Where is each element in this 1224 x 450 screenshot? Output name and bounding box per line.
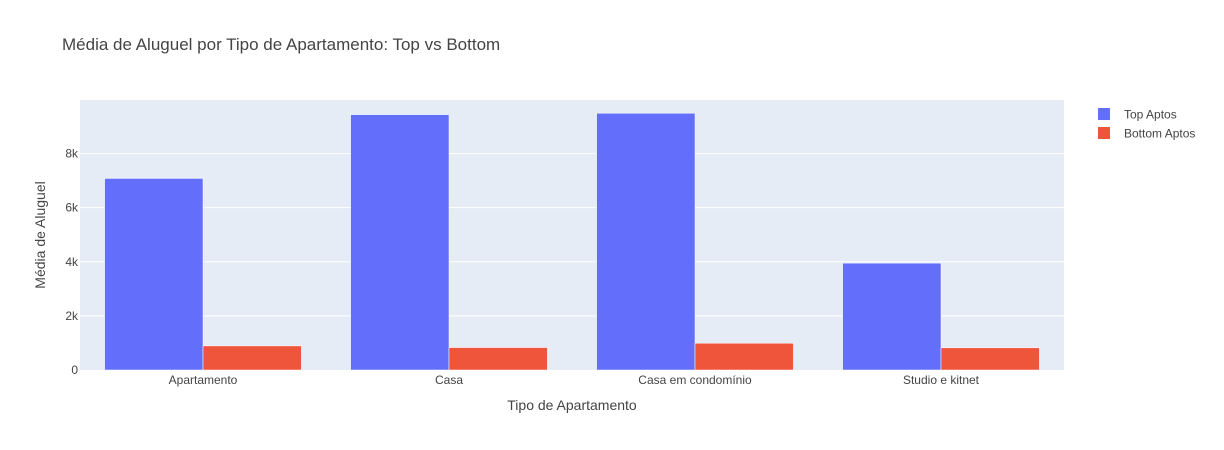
legend-item-bottom[interactable]: Bottom Aptos bbox=[1098, 127, 1195, 141]
y-tick-label: 8k bbox=[65, 147, 79, 161]
legend-swatch-top bbox=[1098, 108, 1110, 120]
x-tick-label: Apartamento bbox=[169, 373, 238, 387]
chart-title: Média de Aluguel por Tipo de Apartamento… bbox=[62, 35, 500, 54]
legend-swatch-bottom bbox=[1098, 127, 1110, 139]
y-tick-label: 0 bbox=[71, 363, 78, 377]
bar-top[interactable] bbox=[350, 114, 450, 371]
bar-top[interactable] bbox=[842, 262, 942, 371]
y-tick-label: 4k bbox=[65, 255, 79, 269]
x-tick-label: Casa em condomínio bbox=[638, 373, 752, 387]
legend-item-top[interactable]: Top Aptos bbox=[1098, 108, 1177, 122]
x-tick-label: Studio e kitnet bbox=[903, 373, 980, 387]
bar-bottom[interactable] bbox=[940, 347, 1040, 371]
x-tick-label: Casa bbox=[435, 373, 463, 387]
y-tick-label: 2k bbox=[65, 309, 79, 323]
legend-label-top: Top Aptos bbox=[1124, 108, 1177, 122]
bar-bottom[interactable] bbox=[448, 347, 548, 371]
legend-label-bottom: Bottom Aptos bbox=[1124, 127, 1195, 141]
bar-bottom[interactable] bbox=[202, 345, 302, 371]
legend[interactable]: Top Aptos Bottom Aptos bbox=[1098, 108, 1195, 141]
bars bbox=[104, 113, 1040, 371]
y-tick-labels: 0 2k 4k 6k 8k bbox=[65, 147, 79, 377]
x-tick-labels: Apartamento Casa Casa em condomínio Studio … bbox=[169, 373, 980, 387]
bar-top[interactable] bbox=[104, 178, 204, 371]
bar-bottom[interactable] bbox=[694, 342, 794, 371]
y-tick-label: 6k bbox=[65, 201, 79, 215]
x-axis-title: Tipo de Apartamento bbox=[507, 397, 637, 413]
y-axis-title: Média de Aluguel bbox=[32, 181, 48, 288]
bar-top[interactable] bbox=[596, 113, 696, 371]
